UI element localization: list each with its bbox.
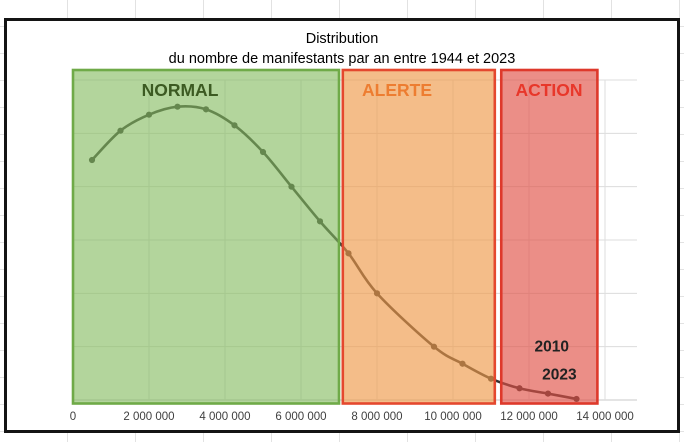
chart-title-block: Distribution du nombre de manifestants p… [7,29,677,69]
chart-subtitle: du nombre de manifestants par an entre 1… [168,51,516,67]
chart-title: Distribution [305,31,379,47]
chart-object-frame[interactable]: Distribution du nombre de manifestants p… [4,18,680,433]
